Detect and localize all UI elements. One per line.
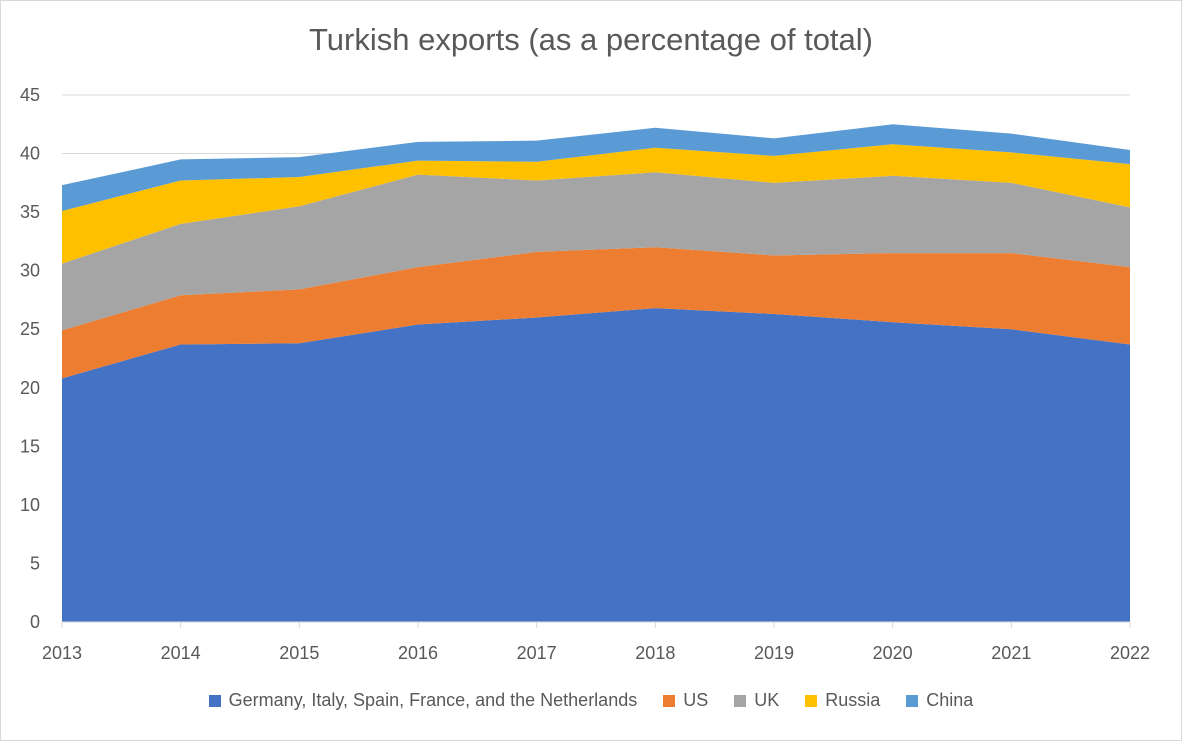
legend-label: UK (754, 690, 780, 710)
y-tick-label: 40 (20, 144, 40, 164)
x-tick-label: 2014 (161, 643, 201, 663)
legend-item-2: UK (734, 690, 779, 711)
x-tick-label: 2021 (991, 643, 1031, 663)
legend-label: Germany, Italy, Spain, France, and the N… (228, 690, 638, 710)
x-tick-label: 2013 (42, 643, 82, 663)
y-tick-label: 15 (20, 436, 40, 456)
series-areas (62, 124, 1130, 622)
chart-title: Turkish exports (as a percentage of tota… (308, 22, 873, 57)
legend: Germany, Italy, Spain, France, and the N… (0, 690, 1182, 711)
y-tick-label: 5 (30, 553, 40, 573)
legend-swatch (663, 694, 676, 707)
x-axis-labels: 2013 2014 2015 2016 2017 2018 2019 2020 2021 2022 (42, 643, 1150, 663)
x-tick-label: 2022 (1110, 643, 1150, 663)
legend-swatch (734, 694, 747, 707)
x-tick-label: 2015 (279, 643, 319, 663)
legend-swatch (208, 694, 221, 707)
area-series-4 (62, 124, 1130, 211)
legend-label: US (683, 690, 709, 710)
y-axis-labels: 0 5 10 15 20 25 30 35 40 45 (20, 85, 40, 632)
area-series-1 (62, 247, 1130, 379)
x-tick-label: 2018 (635, 643, 675, 663)
legend-item-3: Russia (805, 690, 880, 711)
y-tick-label: 0 (30, 612, 40, 632)
legend-label: China (926, 690, 974, 710)
legend-item-1: US (663, 690, 708, 711)
legend-item-0: Germany, Italy, Spain, France, and the N… (208, 690, 638, 711)
legend-swatch (805, 694, 818, 707)
x-axis (61, 621, 1131, 628)
area-series-0 (62, 308, 1130, 622)
y-tick-label: 10 (20, 495, 40, 515)
x-tick-label: 2019 (754, 643, 794, 663)
x-tick-label: 2017 (517, 643, 557, 663)
x-tick-label: 2020 (873, 643, 913, 663)
y-tick-label: 25 (20, 319, 40, 339)
y-tick-label: 20 (20, 378, 40, 398)
y-tick-label: 35 (20, 202, 40, 222)
legend-swatch (906, 694, 919, 707)
area-series-3 (62, 144, 1130, 264)
y-tick-label: 30 (20, 261, 40, 281)
area-series-2 (62, 172, 1130, 331)
y-tick-label: 45 (20, 85, 40, 105)
x-tick-label: 2016 (398, 643, 438, 663)
legend-label: Russia (825, 690, 881, 710)
legend-item-4: China (906, 690, 973, 711)
